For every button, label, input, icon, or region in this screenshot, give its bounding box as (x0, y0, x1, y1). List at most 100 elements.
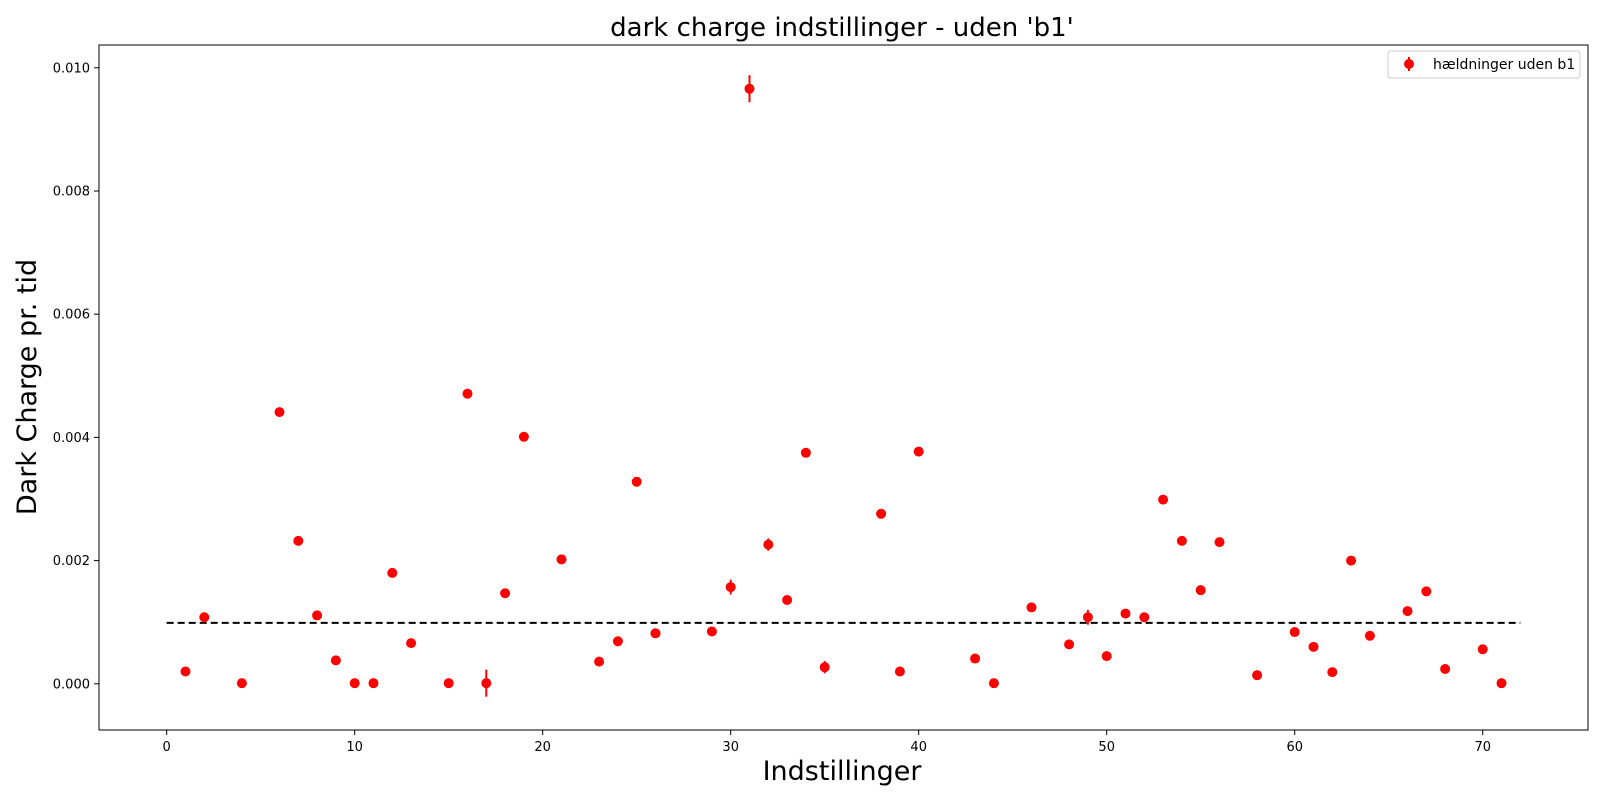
point-marker (650, 628, 661, 639)
point-marker (1158, 494, 1169, 505)
point-marker (1364, 630, 1375, 641)
point-marker (1421, 586, 1432, 597)
point-marker (1289, 627, 1300, 638)
point-marker (1402, 606, 1413, 617)
data-point (387, 567, 398, 578)
data-point (1440, 664, 1451, 675)
data-point (1158, 494, 1169, 505)
data-point (556, 554, 567, 565)
data-point (744, 75, 755, 103)
point-marker (500, 588, 511, 599)
point-marker (1064, 639, 1075, 650)
point-marker (913, 446, 924, 457)
data-point (406, 638, 417, 649)
x-tick-label: 50 (1098, 740, 1115, 755)
point-marker (1308, 641, 1319, 652)
data-point (1421, 586, 1432, 597)
point-marker (1082, 612, 1093, 623)
y-tick-label: 0.010 (53, 61, 90, 76)
point-marker (387, 567, 398, 578)
point-marker (1120, 608, 1131, 619)
point-marker (612, 636, 623, 647)
data-point (782, 595, 793, 606)
data-point (236, 678, 247, 689)
data-point (1120, 608, 1131, 619)
point-marker (763, 539, 774, 550)
data-point (1402, 606, 1413, 617)
point-marker (1026, 602, 1037, 613)
plot-frame (98, 44, 1589, 731)
point-marker (988, 678, 999, 689)
x-tick-label: 60 (1286, 740, 1303, 755)
data-point (443, 678, 454, 689)
point-marker (876, 508, 887, 519)
point-marker (1496, 678, 1507, 689)
y-tick-label: 0.004 (53, 431, 90, 446)
point-marker (631, 476, 642, 487)
x-tick-label: 30 (722, 740, 739, 755)
data-point (1082, 609, 1093, 625)
data-point (349, 678, 360, 689)
point-marker (782, 595, 793, 606)
y-tick-label: 0.006 (53, 308, 90, 323)
point-marker (706, 626, 717, 637)
data-point (1064, 639, 1075, 650)
point-marker (1252, 670, 1263, 681)
data-point (800, 447, 811, 458)
point-marker (1101, 651, 1112, 662)
point-marker (368, 678, 379, 689)
data-point (631, 476, 642, 487)
point-marker (819, 662, 830, 673)
point-marker (556, 554, 567, 565)
data-point (706, 626, 717, 637)
data-point (988, 678, 999, 689)
data-point (1139, 612, 1150, 623)
data-point (594, 656, 605, 667)
point-marker (1477, 644, 1488, 655)
data-point (274, 407, 285, 418)
data-point (1289, 627, 1300, 638)
point-marker (236, 678, 247, 689)
data-point (1327, 667, 1338, 678)
data-point (199, 612, 210, 623)
point-marker (462, 388, 473, 399)
data-point (970, 653, 981, 664)
data-point (612, 636, 623, 647)
data-point (481, 669, 492, 697)
legend-entry-label: hældninger uden b1 (1433, 57, 1575, 73)
legend-box (1387, 50, 1581, 79)
data-point (330, 655, 341, 666)
data-point (1101, 651, 1112, 662)
y-tick-label: 0.002 (53, 554, 90, 569)
y-tick-label: 0.008 (53, 184, 90, 199)
point-marker (406, 638, 417, 649)
x-tick-label: 10 (346, 740, 363, 755)
point-marker (894, 666, 905, 677)
point-marker (594, 656, 605, 667)
plot-area: 0 10 20 30 40 50 60 70 0.0000.0020.0040.0060.00… (53, 44, 1589, 755)
data-point (1026, 602, 1037, 613)
data-point (518, 431, 529, 442)
data-point (1477, 644, 1488, 655)
point-marker (481, 678, 492, 689)
data-point (763, 538, 774, 551)
data-point (462, 388, 473, 399)
point-marker (312, 610, 323, 621)
legend-point-marker (1404, 59, 1414, 69)
point-marker (1327, 667, 1338, 678)
point-marker (293, 535, 304, 546)
data-point (1176, 535, 1187, 546)
point-marker (330, 655, 341, 666)
data-point (368, 678, 379, 689)
point-marker (1176, 535, 1187, 546)
point-marker (1440, 664, 1451, 675)
x-axis-label: Indstillinger (763, 756, 923, 787)
data-point (1252, 670, 1263, 681)
data-point (312, 610, 323, 621)
y-axis: 0.000 0.002 0.004 0.006 0.008 0.010 (53, 61, 99, 692)
x-axis: 0 10 20 30 40 50 60 70 (163, 730, 1491, 755)
data-point (819, 661, 830, 674)
point-marker (349, 678, 360, 689)
